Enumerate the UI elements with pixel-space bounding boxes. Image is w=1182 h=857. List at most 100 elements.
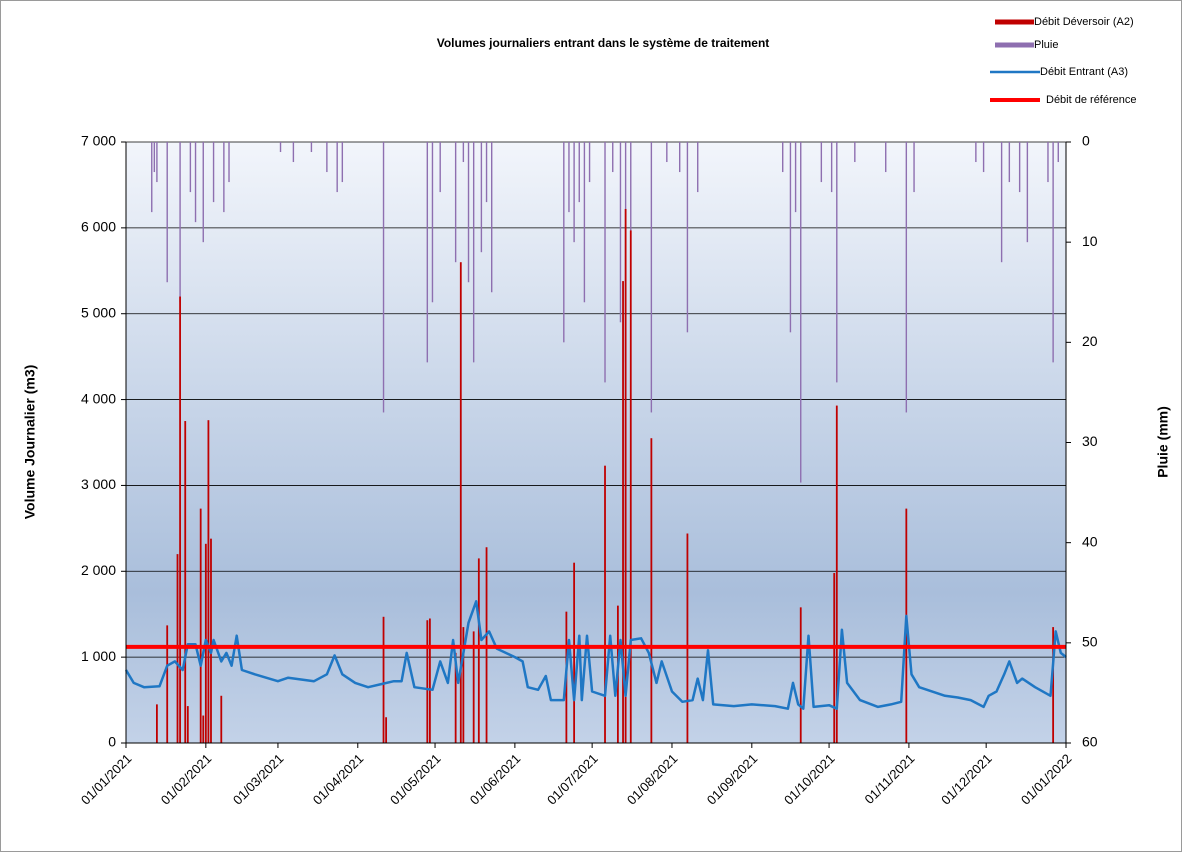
bar — [666, 142, 668, 163]
bar — [629, 230, 632, 743]
bar — [194, 142, 197, 223]
bar — [156, 142, 158, 183]
y-axis-title: Volume Journalier (m3) — [22, 365, 38, 520]
bar — [179, 142, 181, 303]
bar — [382, 142, 385, 413]
bar — [202, 142, 204, 243]
y2-tick-label: 10 — [1082, 233, 1098, 249]
bar — [477, 558, 480, 743]
bar — [913, 142, 915, 193]
bar — [1047, 142, 1049, 183]
y-tick-label: 0 — [108, 734, 116, 750]
legend: Débit Déversoir (A2) Pluie Débit Entrant (… — [990, 16, 1137, 106]
bar — [199, 508, 202, 743]
bar — [604, 142, 606, 383]
bar — [678, 142, 681, 173]
bar — [454, 142, 457, 263]
bar — [462, 627, 465, 743]
line — [124, 600, 1067, 710]
y-tick-label: 4 000 — [81, 390, 116, 406]
bar — [975, 142, 977, 163]
bar — [833, 573, 836, 743]
y2-tick-label: 30 — [1082, 433, 1098, 449]
bar — [619, 142, 622, 323]
bar — [189, 142, 192, 193]
bar — [223, 142, 225, 213]
bar — [650, 142, 653, 413]
bar — [439, 142, 441, 193]
bar — [166, 625, 169, 743]
bar — [426, 142, 429, 363]
legend-label: Débit de référence — [1046, 94, 1137, 106]
bar — [1057, 142, 1059, 163]
y2-tick-label: 50 — [1082, 634, 1098, 650]
y2-tick-label: 0 — [1082, 133, 1090, 149]
bar — [279, 142, 282, 153]
bar — [624, 208, 627, 743]
bar — [697, 142, 699, 193]
bar — [1008, 142, 1011, 183]
bar — [156, 704, 158, 743]
bar — [210, 538, 212, 743]
bar — [385, 717, 388, 743]
bar — [186, 706, 189, 743]
legend-label: Débit Déversoir (A2) — [1034, 16, 1134, 28]
marks — [124, 142, 1067, 743]
bar — [885, 142, 887, 173]
bar — [782, 142, 784, 173]
bar — [310, 142, 313, 153]
bar — [820, 142, 823, 183]
y2-tick-label: 60 — [1082, 734, 1098, 750]
bar — [382, 616, 385, 743]
bar — [573, 562, 576, 743]
bar — [578, 142, 580, 203]
bar — [472, 631, 475, 743]
bar — [1000, 142, 1003, 263]
bar — [800, 142, 802, 483]
bar — [184, 421, 187, 743]
bar — [220, 695, 223, 743]
bar — [686, 533, 689, 743]
bar — [426, 620, 429, 743]
legend-label: Débit Entrant (A3) — [1040, 66, 1128, 78]
bar — [459, 262, 462, 743]
y-tick-label: 1 000 — [81, 648, 116, 664]
bar — [485, 142, 488, 203]
bar — [454, 652, 457, 743]
bar — [1052, 627, 1055, 743]
bar — [588, 142, 591, 183]
bar — [563, 142, 565, 343]
bar — [472, 142, 475, 363]
bar — [202, 715, 205, 743]
bar — [573, 142, 575, 243]
bar — [336, 142, 338, 193]
bar — [480, 142, 483, 253]
bar — [428, 618, 431, 743]
bar — [179, 296, 181, 743]
bar — [1052, 142, 1054, 363]
plot-area — [126, 142, 1066, 743]
bar — [830, 142, 833, 193]
bar — [326, 142, 328, 173]
bar — [467, 142, 470, 283]
y-tick-label: 3 000 — [81, 476, 116, 492]
bar — [431, 142, 434, 303]
bar — [686, 142, 689, 333]
bar — [212, 142, 215, 203]
bar — [462, 142, 465, 163]
chart-title: Volumes journaliers entrant dans le syst… — [437, 36, 770, 50]
bar — [789, 142, 792, 333]
bar — [794, 142, 797, 213]
y-tick-label: 7 000 — [81, 133, 116, 149]
y-tick-label: 6 000 — [81, 219, 116, 235]
bar — [207, 420, 210, 743]
y2-axis-title: Pluie (mm) — [1155, 406, 1171, 478]
bar — [1018, 142, 1021, 193]
bar — [650, 438, 653, 743]
bar — [568, 142, 570, 213]
y2-tick-label: 40 — [1082, 533, 1098, 549]
bar — [1026, 142, 1029, 243]
bar — [799, 607, 802, 743]
bar — [151, 142, 153, 213]
